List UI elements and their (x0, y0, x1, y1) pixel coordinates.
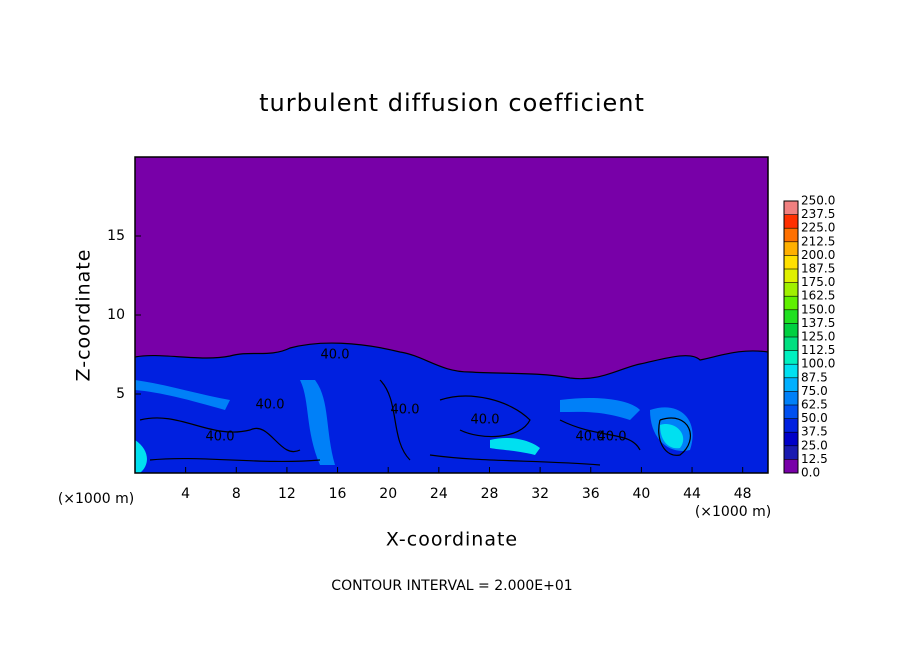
footnote: CONTOUR INTERVAL = 2.000E+01 (331, 578, 572, 594)
y-axis-label: Z-coordinate (73, 249, 95, 382)
colorbar-segment (784, 241, 798, 256)
colorbar-segment (784, 418, 798, 433)
colorbar-label: 237.5 (801, 207, 835, 221)
colorbar-segment (784, 214, 798, 229)
colorbar-label: 87.5 (801, 370, 828, 384)
colorbar-segment (784, 282, 798, 297)
contour-label: 40.0 (471, 413, 500, 428)
colorbar-segment (784, 391, 798, 405)
colorbar-segment (784, 228, 798, 242)
colorbar-label: 62.5 (801, 398, 828, 412)
colorbar-segment (784, 445, 798, 460)
colorbar-label: 187.5 (801, 262, 835, 276)
x-tick-label: 28 (481, 486, 499, 502)
colorbar-segment (784, 364, 798, 378)
colorbar-label: 100.0 (801, 357, 835, 371)
colorbar-segment (784, 350, 798, 365)
contour-label: 40.0 (391, 403, 420, 418)
y-tick-label: 15 (107, 228, 125, 244)
x-unit-label: (×1000 m) (58, 491, 134, 507)
colorbar-label: 12.5 (801, 452, 828, 466)
colorbar-segment (784, 405, 798, 419)
colorbar-segment (784, 201, 798, 215)
colorbar-segment (784, 309, 798, 324)
contour-label: 40.0 (256, 398, 285, 413)
colorbar-segment (784, 269, 798, 283)
x-tick-label: 36 (582, 486, 600, 502)
colorbar-segment (784, 459, 798, 473)
contour-label: 40.0 (206, 430, 235, 445)
contour-label: 40.0 (321, 348, 350, 363)
colorbar-label: 75.0 (801, 384, 828, 398)
contour-lines (134, 342, 769, 466)
colorbar-label: 175.0 (801, 275, 835, 289)
colorbar-label: 250.0 (801, 194, 835, 208)
colorbar-label: 200.0 (801, 248, 835, 262)
colorbar-label: 212.5 (801, 234, 835, 248)
y-tick-label: 5 (116, 386, 125, 402)
x-unit-label: (×1000 m) (695, 504, 771, 520)
field (134, 157, 769, 473)
colorbar-label: 0.0 (801, 466, 820, 480)
contour-label: 40.0 (598, 430, 627, 445)
colorbar-label: 150.0 (801, 302, 835, 316)
colorbar-segment (784, 323, 798, 337)
colorbar-segment (784, 337, 798, 351)
colorbar-label: 25.0 (801, 438, 828, 452)
x-tick-label: 48 (734, 486, 752, 502)
colorbar-label: 225.0 (801, 221, 835, 235)
x-tick-label: 24 (430, 486, 448, 502)
colorbar-segment (784, 296, 798, 310)
x-tick-label: 4 (181, 486, 190, 502)
field-shape (135, 343, 768, 473)
colorbar-label: 137.5 (801, 316, 835, 330)
x-tick-label: 20 (379, 486, 397, 502)
contour-label: 40.0 (576, 430, 605, 445)
x-tick-label: 44 (683, 486, 701, 502)
chart-title: turbulent diffusion coefficient (259, 89, 645, 117)
y-tick-label: 10 (107, 307, 125, 323)
colorbar-label: 50.0 (801, 411, 828, 425)
colorbar-label: 112.5 (801, 343, 835, 357)
x-tick-label: 40 (632, 486, 650, 502)
colorbar-segment (784, 432, 798, 446)
colorbar-label: 37.5 (801, 425, 828, 439)
x-axis-label: X-coordinate (386, 529, 518, 551)
x-tick-label: 12 (278, 486, 296, 502)
colorbar-segment (784, 255, 798, 269)
colorbar-label: 162.5 (801, 289, 835, 303)
x-tick-label: 8 (232, 486, 241, 502)
x-tick-label: 32 (531, 486, 549, 502)
colorbar-label: 125.0 (801, 330, 835, 344)
colorbar-segment (784, 377, 798, 392)
x-tick-label: 16 (329, 486, 347, 502)
